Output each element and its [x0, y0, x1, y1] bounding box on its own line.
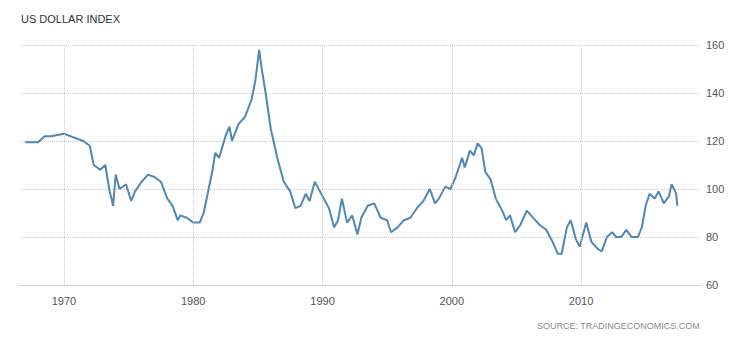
svg-text:SOURCE: TRADINGECONOMICS.COM: SOURCE: TRADINGECONOMICS.COM [537, 321, 700, 331]
svg-text:US DOLLAR INDEX: US DOLLAR INDEX [21, 13, 121, 25]
svg-text:140: 140 [706, 87, 724, 99]
svg-text:120: 120 [706, 135, 724, 147]
svg-text:100: 100 [706, 183, 724, 195]
svg-text:2000: 2000 [440, 295, 464, 307]
svg-text:80: 80 [706, 231, 718, 243]
svg-text:1990: 1990 [310, 295, 334, 307]
svg-text:2010: 2010 [569, 295, 593, 307]
svg-text:60: 60 [706, 279, 718, 291]
svg-text:160: 160 [706, 39, 724, 51]
svg-text:1980: 1980 [181, 295, 205, 307]
svg-text:1970: 1970 [52, 295, 76, 307]
